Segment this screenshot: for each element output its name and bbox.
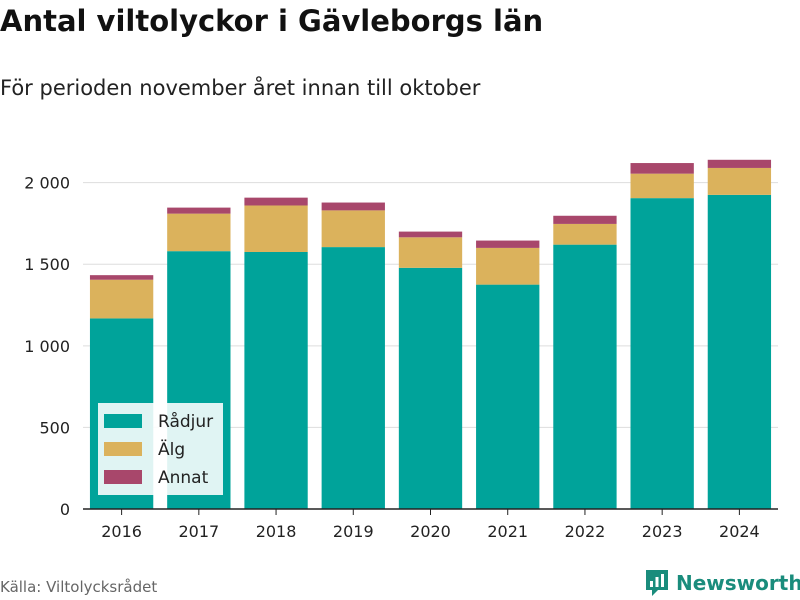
x-tick-label: 2017 (178, 522, 219, 541)
bar-segment-annat-2017 (167, 207, 231, 214)
x-tick-label: 2021 (487, 522, 528, 541)
bar-segment-älg-2016 (89, 279, 154, 319)
legend: Rådjur Älg Annat (98, 403, 223, 495)
bar-segment-älg-2017 (167, 213, 231, 252)
chart-subtitle: För perioden november året innan till ok… (0, 76, 481, 100)
bar-segment-rådjur-2023 (630, 198, 694, 509)
legend-swatch-annat (104, 470, 142, 484)
bar-segment-annat-2021 (476, 240, 540, 248)
bar-segment-annat-2020 (398, 231, 463, 238)
bar-segment-annat-2016 (89, 275, 154, 280)
bar-segment-rådjur-2021 (476, 284, 540, 509)
source-note: Källa: Viltolycksrådet (0, 578, 158, 596)
y-tick-label: 1 500 (24, 255, 70, 274)
y-axis-ticks: 0 500 1 000 1 500 2 000 (24, 174, 70, 519)
x-tick-label: 2023 (642, 522, 683, 541)
newsworthy-logo-icon (646, 570, 668, 596)
bar-segment-annat-2024 (707, 159, 772, 168)
brand[interactable]: Newsworthy (644, 568, 800, 598)
y-tick-label: 2 000 (24, 174, 70, 193)
x-tick-label: 2022 (565, 522, 606, 541)
bar-segment-annat-2018 (244, 197, 308, 206)
bar-segment-rådjur-2019 (321, 247, 385, 509)
x-tick-label: 2016 (101, 522, 142, 541)
legend-label-rådjur: Rådjur (158, 411, 213, 432)
legend-label-älg: Älg (158, 439, 185, 460)
bar-segment-älg-2019 (321, 210, 385, 248)
y-tick-label: 500 (39, 418, 70, 437)
brand-name: Newsworthy (676, 571, 800, 595)
x-axis-ticks: 2016 2017 2018 2019 2020 2021 2022 2023 2024 (101, 509, 760, 541)
x-tick-label: 2018 (256, 522, 297, 541)
bar-segment-rådjur-2020 (398, 267, 463, 509)
legend-swatch-älg (104, 442, 142, 456)
bar-segment-älg-2018 (244, 205, 308, 252)
x-tick-label: 2019 (333, 522, 374, 541)
bar-segment-älg-2021 (476, 247, 540, 285)
bar-segment-annat-2019 (321, 202, 385, 211)
y-tick-label: 1 000 (24, 337, 70, 356)
bar-segment-annat-2022 (553, 215, 617, 224)
chart-title: Antal viltolyckor i Gävleborgs län (0, 4, 544, 38)
legend-label-annat: Annat (158, 468, 209, 488)
bar-segment-älg-2023 (630, 173, 694, 199)
x-tick-label: 2020 (410, 522, 451, 541)
bar-segment-annat-2023 (630, 163, 694, 174)
x-tick-label: 2024 (719, 522, 760, 541)
legend-swatch-rådjur (104, 414, 142, 428)
bar-segment-rådjur-2022 (553, 244, 617, 510)
bar-segment-älg-2022 (553, 223, 617, 245)
bar-segment-rådjur-2024 (707, 194, 772, 509)
bar-segment-älg-2024 (707, 167, 772, 195)
bar-segment-älg-2020 (398, 237, 463, 268)
bar-segment-rådjur-2018 (244, 251, 308, 509)
y-tick-label: 0 (60, 500, 70, 519)
